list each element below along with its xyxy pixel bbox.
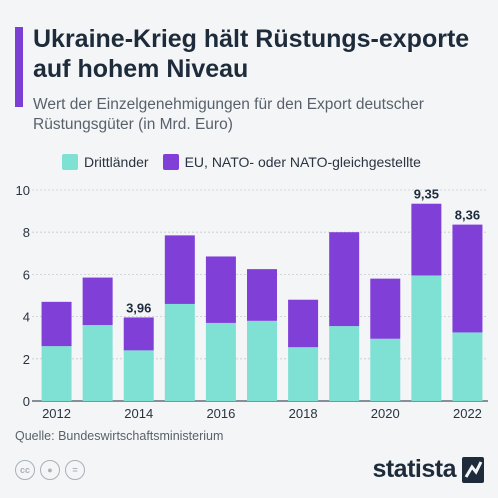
- bar-eu-nato: [452, 224, 483, 333]
- legend-item-eu-nato: EU, NATO- oder NATO-gleichgestellte: [162, 154, 421, 170]
- bar-drittlaender: [205, 322, 236, 401]
- x-tick-label: 2018: [289, 406, 318, 421]
- bar-drittlaender: [82, 325, 113, 401]
- y-tick-label: 10: [16, 183, 30, 198]
- license-icons: cc ● =: [15, 460, 85, 480]
- total-data-label: 8,36: [455, 208, 480, 223]
- source-note: Quelle: Bundeswirtschaftsministerium: [15, 429, 224, 443]
- y-tick-label: 8: [23, 225, 30, 240]
- x-tick-label: 2016: [206, 406, 235, 421]
- bar-eu-nato: [205, 256, 236, 323]
- legend-label-drittlaender: Drittländer: [84, 154, 149, 170]
- y-tick-label: 2: [23, 352, 30, 367]
- y-tick-label: 6: [23, 267, 30, 282]
- bar-chart: 0 2 4 6 8 10 3,96 9,35 8,36 2012 2014 2016 2018 2020 2…: [16, 183, 488, 421]
- statista-logo[interactable]: statista: [372, 455, 484, 484]
- legend-item-drittlaender: Drittländer: [62, 154, 149, 170]
- bar-eu-nato: [370, 278, 401, 339]
- bar-drittlaender: [123, 350, 154, 401]
- x-tick-label: 2022: [453, 406, 482, 421]
- bar-drittlaender: [288, 347, 319, 401]
- bar-drittlaender: [164, 303, 195, 401]
- no-derivatives-icon[interactable]: =: [65, 460, 85, 480]
- bar-eu-nato: [411, 203, 442, 276]
- legend-swatch-eu-nato: [162, 154, 179, 170]
- x-tick-label: 2014: [124, 406, 153, 421]
- bar-eu-nato: [247, 269, 277, 321]
- bar-eu-nato: [329, 232, 360, 327]
- bar-eu-nato: [41, 301, 72, 347]
- bar-eu-nato: [123, 317, 154, 351]
- statista-wordmark: statista: [372, 455, 456, 483]
- bar-drittlaender: [329, 326, 360, 401]
- bar-drittlaender: [370, 338, 401, 401]
- y-tick-label: 4: [23, 310, 30, 325]
- chart-subtitle: Wert der Einzelgenehmigungen für den Exp…: [33, 96, 424, 133]
- attribution-icon[interactable]: ●: [40, 460, 60, 480]
- legend-swatch-drittlaender: [62, 154, 78, 170]
- bar-drittlaender: [247, 320, 277, 401]
- y-tick-label: 0: [23, 394, 30, 409]
- bar-drittlaender: [41, 346, 72, 401]
- total-data-label: 9,35: [414, 187, 439, 202]
- bar-drittlaender: [452, 332, 483, 401]
- legend: Drittländer EU, NATO- oder NATO-gleichge…: [62, 152, 435, 172]
- cc-icon[interactable]: cc: [15, 460, 35, 480]
- x-tick-label: 2020: [371, 406, 400, 421]
- bar-eu-nato: [82, 277, 113, 326]
- chart-title: Ukraine-Krieg hält Rüstungs-exporte auf …: [33, 25, 470, 83]
- total-data-label: 3,96: [126, 300, 151, 315]
- legend-label-eu-nato: EU, NATO- oder NATO-gleichgestellte: [184, 154, 421, 170]
- bar-drittlaender: [411, 275, 442, 401]
- x-tick-label: 2012: [42, 406, 71, 421]
- bar-eu-nato: [164, 235, 195, 304]
- bar-eu-nato: [288, 299, 319, 348]
- title-accent-bar: [15, 27, 23, 107]
- statista-mark-icon: [462, 456, 484, 483]
